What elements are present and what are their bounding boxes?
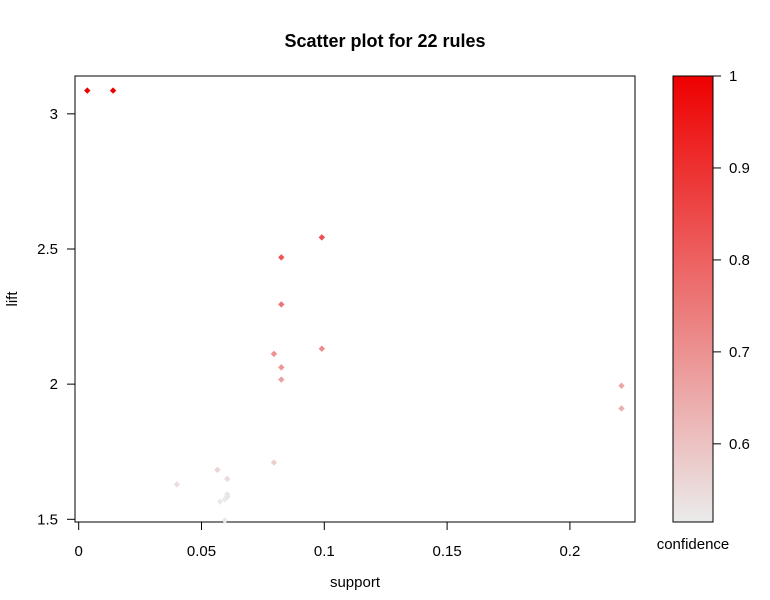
data-point [173,481,181,488]
data-point [221,517,229,524]
data-point [270,350,278,358]
chart-title: Scatter plot for 22 rules [284,31,485,51]
y-tick-label: 3 [50,106,58,123]
x-tick-label: 0.1 [314,543,335,560]
data-point [214,466,221,474]
colorbar-tick-label: 0.6 [729,436,750,453]
data-point [278,364,285,371]
x-axis-label: support [330,574,381,591]
data-point [278,254,285,261]
colorbar [672,75,714,523]
x-tick-label: 0.05 [187,543,216,560]
data-point [109,87,117,94]
colorbar-axis: 0.6 0.7 0.8 0.9 1 [712,68,750,453]
colorbar-tick-label: 1 [729,68,737,85]
data-point [224,475,231,482]
data-point [618,382,625,389]
data-point [84,87,91,94]
data-point [278,301,285,308]
data-points [84,87,625,524]
colorbar-tick-label: 0.7 [729,344,750,361]
y-axis-label: lift [4,291,21,307]
x-tick-label: 0 [75,543,83,560]
colorbar-label: confidence [657,536,730,553]
data-point [618,405,625,412]
plot-frame [74,75,636,523]
data-point [270,459,278,466]
data-point [278,376,285,383]
y-axis: 1.5 2 2.5 3 [37,106,76,528]
data-point [318,234,326,241]
data-point [216,498,224,505]
data-point [224,493,231,501]
colorbar-tick-label: 0.9 [729,160,750,177]
x-tick-label: 0.15 [433,543,462,560]
y-tick-label: 2 [50,376,58,393]
data-point [318,345,326,352]
y-tick-label: 1.5 [37,511,58,528]
y-tick-label: 2.5 [37,241,58,258]
colorbar-tick-label: 0.8 [729,252,750,269]
x-tick-label: 0.2 [559,543,580,560]
x-axis: 0 0.05 0.1 0.15 0.2 [75,521,580,560]
